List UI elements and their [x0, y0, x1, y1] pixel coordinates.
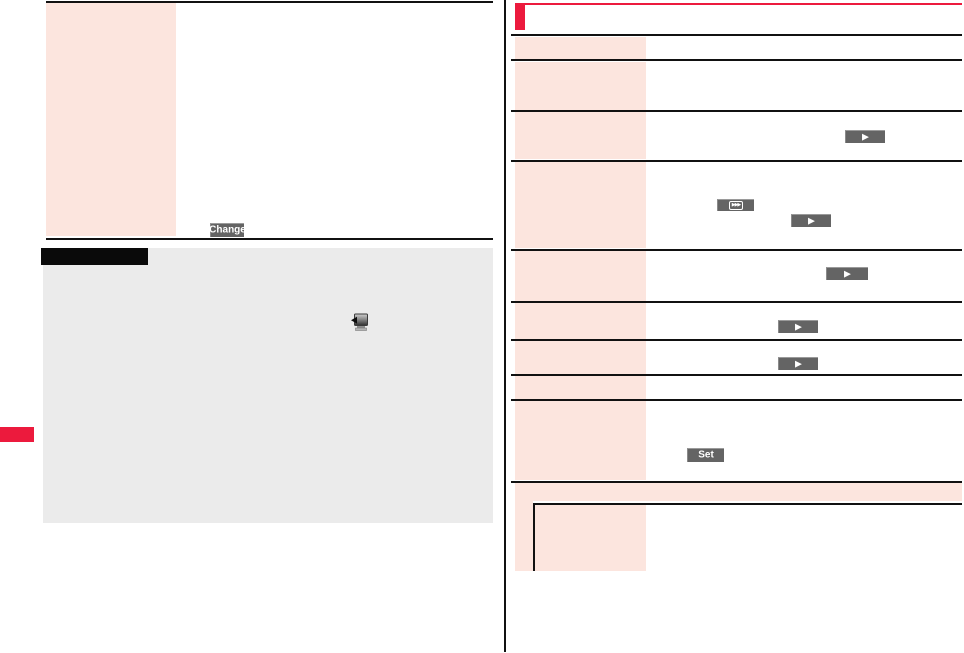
information-panel — [43, 248, 493, 523]
play-button[interactable]: ▶ — [778, 320, 818, 333]
play-button[interactable]: ▶ — [826, 267, 868, 280]
row-divider-rule — [511, 339, 962, 341]
row-divider-rule — [511, 110, 962, 112]
monitor-with-back-arrow-icon — [351, 313, 368, 331]
table-row-label-cell — [515, 251, 646, 301]
table-bottom-rule — [511, 481, 962, 483]
table-row-label-cell — [515, 37, 646, 59]
play-button[interactable]: ▶ — [778, 357, 818, 370]
row-divider-rule — [511, 374, 962, 376]
column-divider-rule — [504, 0, 506, 652]
table-row-label-cell — [515, 401, 646, 480]
table-row-label-cell — [515, 341, 646, 374]
section-heading-top-rule — [515, 3, 962, 5]
left-table-label-cell — [46, 3, 176, 236]
left-table-top-rule — [46, 1, 493, 3]
subsection-left-strip — [515, 501, 533, 571]
table-row-label-cell — [515, 112, 646, 159]
row-divider-rule — [511, 59, 962, 61]
page-edge-tab — [0, 427, 34, 442]
play-icon: ▶ — [844, 268, 851, 278]
play-button[interactable]: ▶ — [791, 214, 831, 227]
set-button-label: Set — [698, 449, 714, 460]
change-button-label: Change — [209, 224, 246, 235]
set-button[interactable]: Set — [687, 448, 724, 462]
play-icon: ▶ — [795, 358, 802, 368]
fast-forward-icon: ▶▶▶ — [728, 201, 744, 210]
play-icon: ▶ — [795, 321, 802, 331]
row-divider-rule — [511, 160, 962, 162]
section-heading-marker — [515, 4, 525, 30]
table-row-label-cell — [515, 376, 646, 399]
row-divider-rule — [511, 249, 962, 251]
nested-table-top-rule — [533, 503, 962, 505]
nested-table-left-rule — [533, 503, 535, 571]
table-row-label-cell — [515, 162, 646, 248]
subsection-header-band — [515, 483, 962, 501]
nested-table-label-cell — [535, 505, 646, 571]
right-table-top-rule — [511, 34, 962, 36]
row-divider-rule — [511, 301, 962, 303]
change-button[interactable]: Change — [209, 223, 246, 237]
fast-forward-button[interactable]: ▶▶▶ — [717, 199, 754, 211]
left-table-bottom-rule — [46, 238, 493, 240]
play-icon: ▶ — [862, 131, 869, 141]
table-row-label-cell — [515, 303, 646, 339]
row-divider-rule — [511, 399, 962, 401]
play-icon: ▶ — [808, 215, 815, 225]
information-heading-block — [41, 248, 148, 265]
play-button[interactable]: ▶ — [845, 130, 885, 143]
table-row-label-cell — [515, 62, 646, 110]
